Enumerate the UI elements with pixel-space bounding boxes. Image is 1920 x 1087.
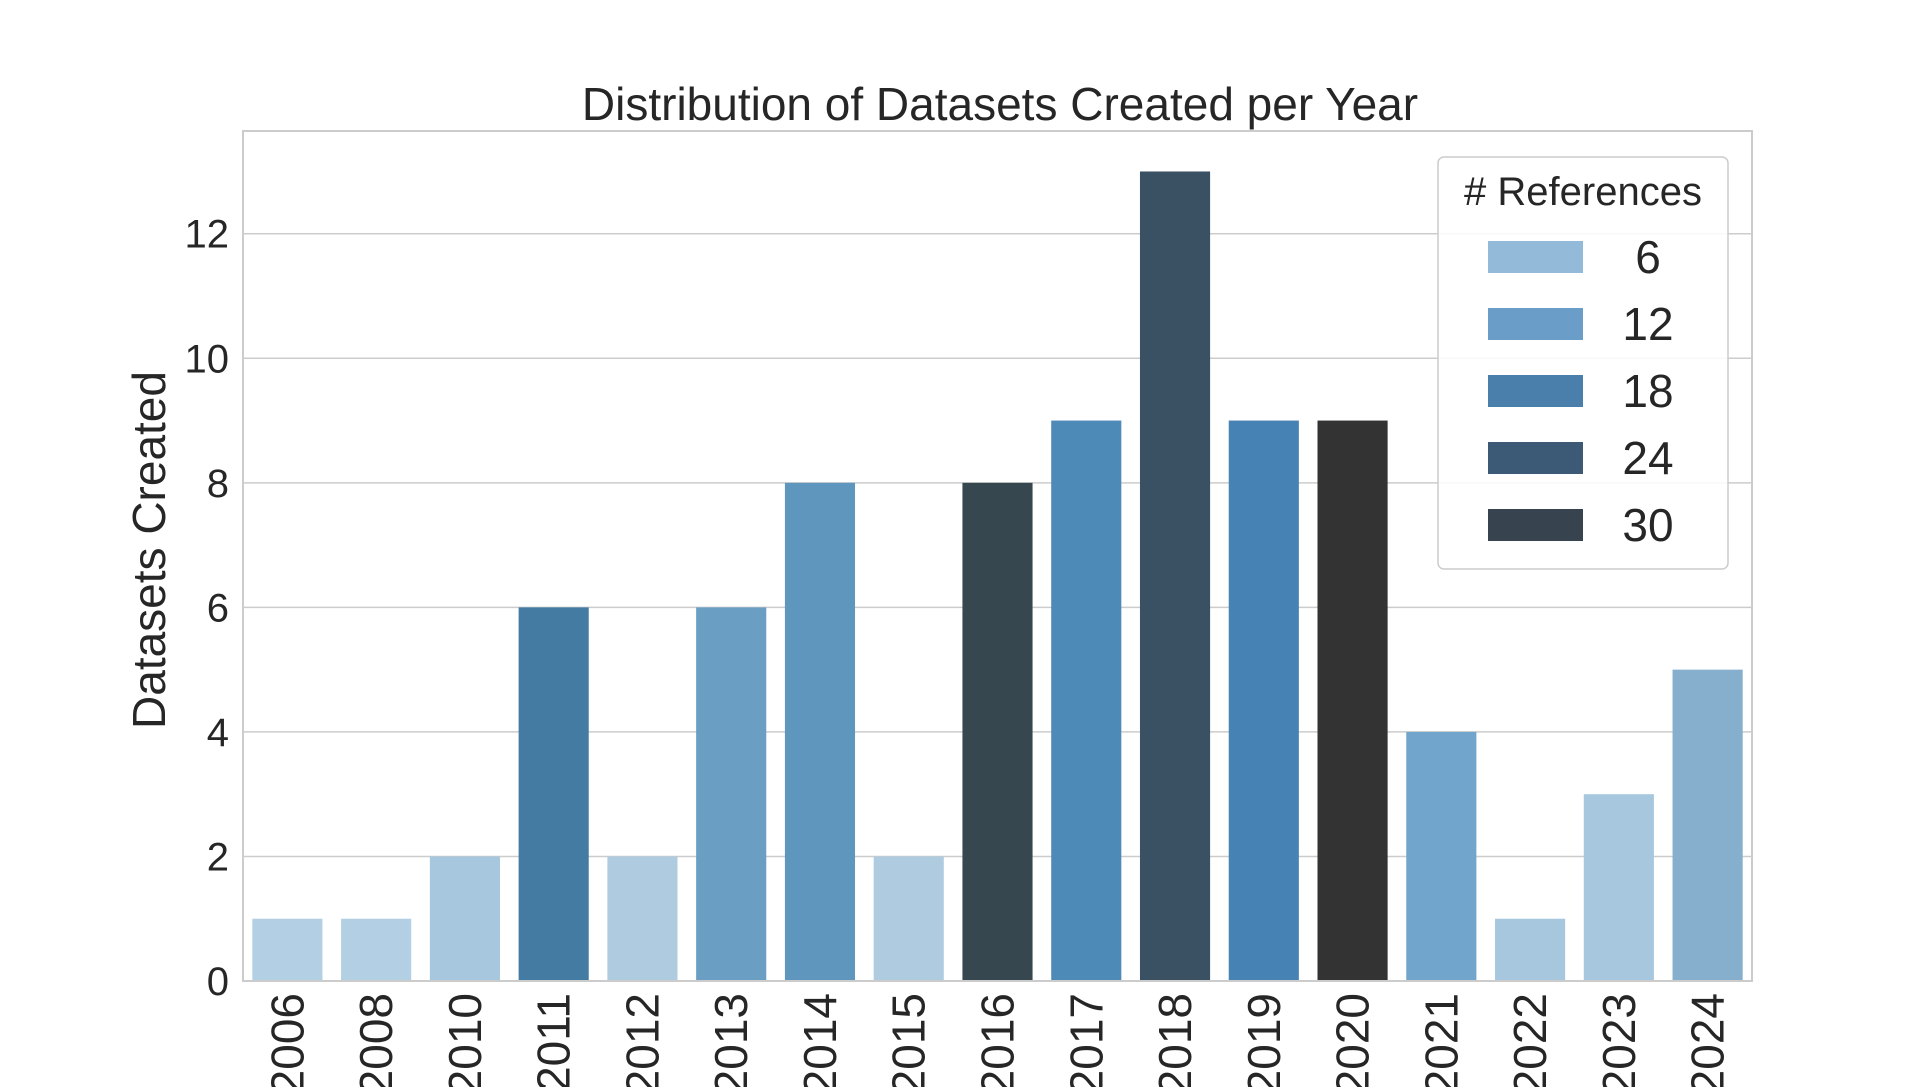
x-tick-label: 2015 xyxy=(883,993,935,1087)
bars xyxy=(252,171,1743,981)
bar-2022 xyxy=(1495,918,1566,981)
legend-title: # References xyxy=(1464,170,1702,214)
x-tick-label: 2011 xyxy=(528,993,580,1087)
bar-2011 xyxy=(518,607,589,981)
legend-swatch xyxy=(1488,509,1583,541)
x-axis-ticks: 2006 2008 2010 2011 2012 2013 2014 2015 2016 2017… xyxy=(261,993,1733,1087)
legend-swatch xyxy=(1488,375,1583,407)
legend-entries: 6 12 18 24 30 xyxy=(1488,231,1674,551)
y-axis-label: Datasets Created xyxy=(123,371,175,729)
x-tick-label: 2024 xyxy=(1682,993,1734,1087)
legend-swatch xyxy=(1488,308,1583,340)
legend: # References 6 12 18 24 30 xyxy=(1437,156,1729,570)
x-tick-label: 2017 xyxy=(1060,993,1112,1087)
x-tick-label: 2010 xyxy=(439,993,491,1087)
x-tick-label: 2016 xyxy=(972,993,1024,1087)
bar-2010 xyxy=(429,856,500,981)
plot-frame xyxy=(242,130,1753,982)
y-tick-label: 12 xyxy=(185,213,230,257)
x-tick-label: 2013 xyxy=(705,993,757,1087)
bar-2015 xyxy=(873,856,944,981)
x-tick-label: 2022 xyxy=(1504,993,1556,1087)
bar-2008 xyxy=(341,918,412,981)
y-tick-label: 10 xyxy=(185,337,230,381)
legend-swatch xyxy=(1488,442,1583,474)
bar-2024 xyxy=(1672,669,1743,981)
bar-2012 xyxy=(607,856,678,981)
bar-2014 xyxy=(784,482,856,981)
y-tick-label: 6 xyxy=(207,586,229,630)
bar-2021 xyxy=(1406,731,1477,981)
bar-2013 xyxy=(696,607,767,981)
legend-label: 6 xyxy=(1635,231,1661,283)
legend-label: 18 xyxy=(1622,365,1673,417)
y-axis-ticks: 0 2 4 6 8 10 12 xyxy=(185,213,230,1004)
legend-label: 30 xyxy=(1622,499,1673,551)
bar-2018 xyxy=(1139,171,1211,981)
legend-label: 24 xyxy=(1622,432,1673,484)
chart-title: Distribution of Datasets Created per Yea… xyxy=(582,78,1418,130)
bar-2019 xyxy=(1228,420,1299,981)
x-tick-label: 2018 xyxy=(1149,993,1201,1087)
bar-2023 xyxy=(1583,794,1654,981)
x-tick-label: 2023 xyxy=(1593,993,1645,1087)
bar-2020 xyxy=(1317,420,1388,981)
x-tick-label: 2006 xyxy=(261,993,313,1087)
y-tick-label: 2 xyxy=(207,835,229,879)
bar-2017 xyxy=(1051,420,1122,981)
x-tick-label: 2012 xyxy=(616,993,668,1087)
bar-2016 xyxy=(962,482,1033,981)
x-tick-label: 2014 xyxy=(794,993,846,1087)
y-tick-label: 0 xyxy=(207,960,229,1004)
legend-swatch xyxy=(1488,241,1583,273)
y-tick-label: 4 xyxy=(207,711,229,755)
legend-label: 12 xyxy=(1622,298,1673,350)
x-tick-label: 2019 xyxy=(1238,993,1290,1087)
bar-2006 xyxy=(252,918,323,981)
legend-box xyxy=(1437,156,1729,570)
x-tick-label: 2008 xyxy=(350,993,402,1087)
y-tick-label: 8 xyxy=(207,462,229,506)
x-tick-label: 2020 xyxy=(1327,993,1379,1087)
x-tick-label: 2021 xyxy=(1415,993,1467,1087)
